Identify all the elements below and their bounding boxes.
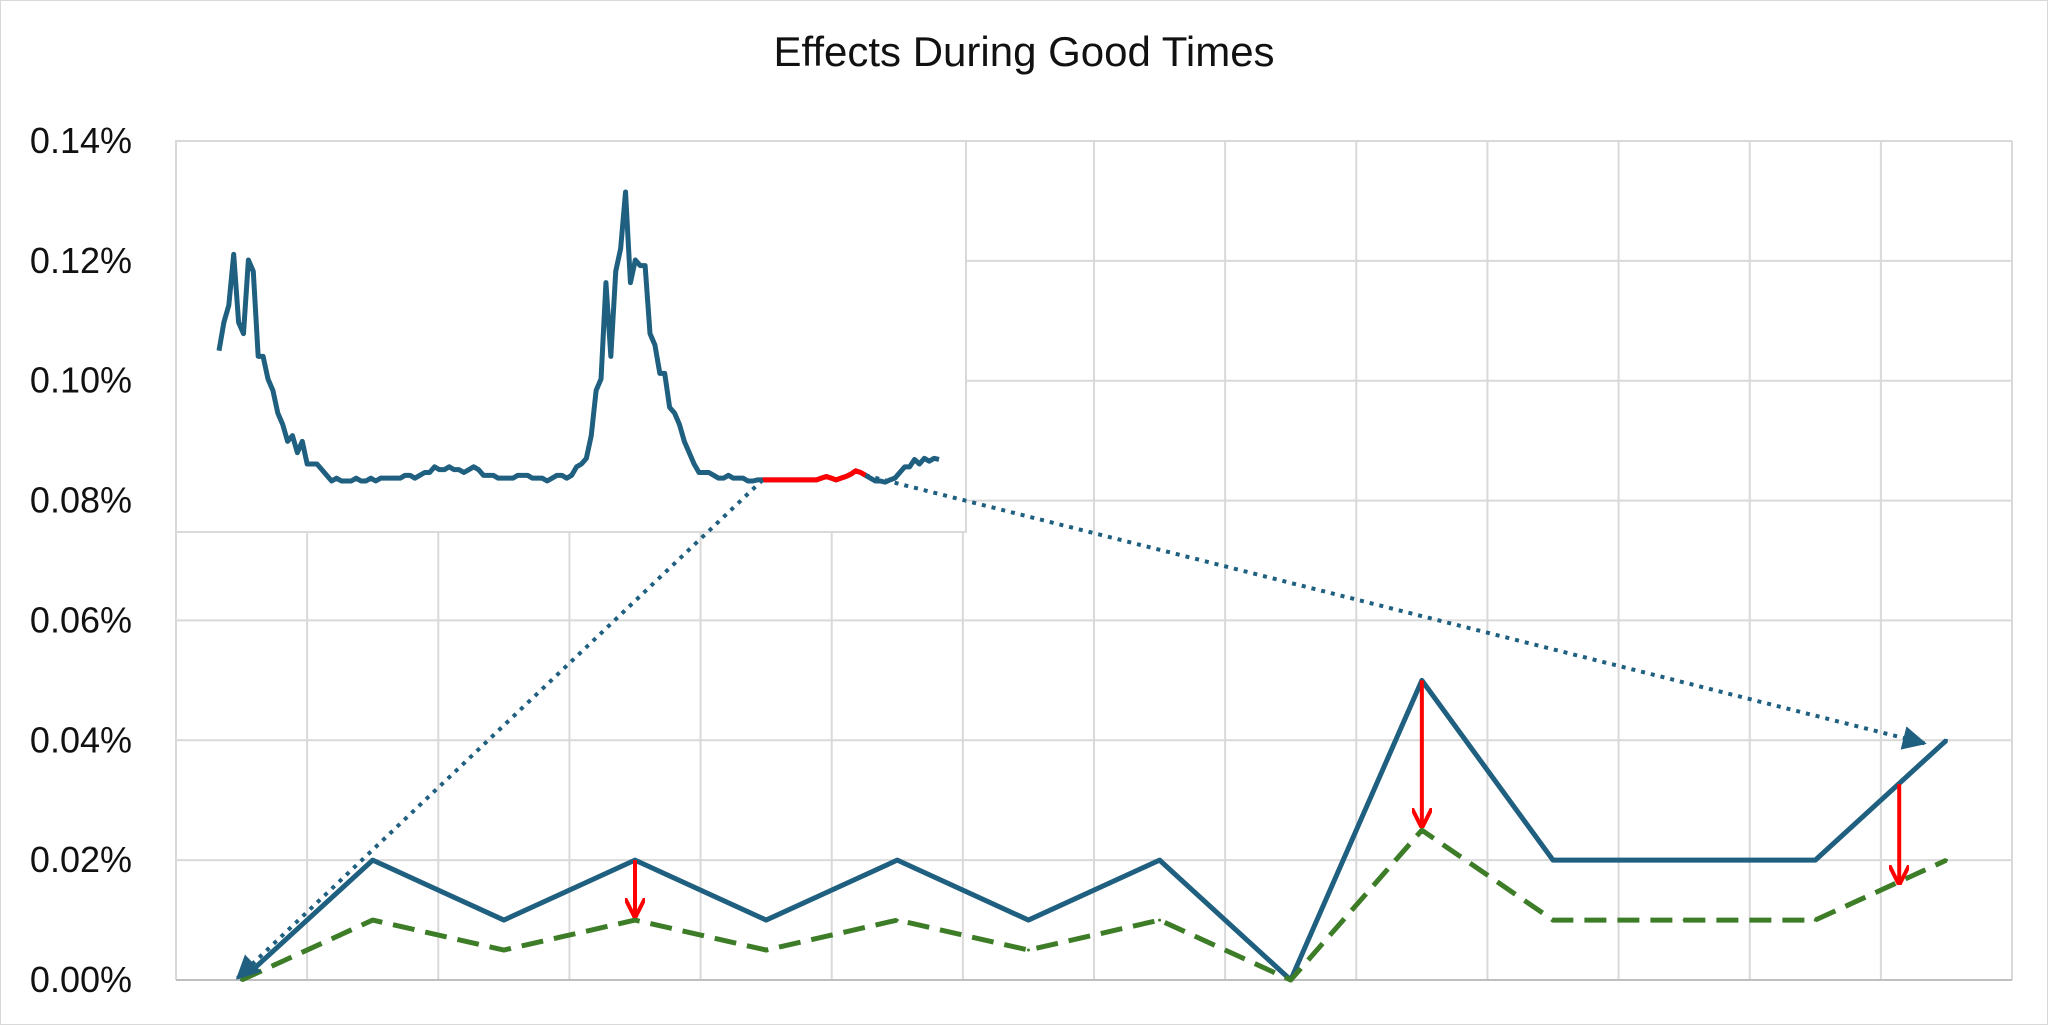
solid-series-point	[1682, 858, 1686, 862]
dashed-series-point	[240, 978, 244, 982]
solid-series-point	[1813, 858, 1817, 862]
y-tick-label: 0.12%	[30, 240, 132, 281]
solid-series-point	[764, 918, 768, 922]
y-tick-label: 0.10%	[30, 360, 132, 401]
solid-series-point	[371, 858, 375, 862]
solid-series-point	[1551, 858, 1555, 862]
inset-chart	[175, 140, 967, 533]
y-tick-label: 0.04%	[30, 719, 132, 760]
solid-series-point	[1158, 858, 1162, 862]
solid-series-point	[1026, 918, 1030, 922]
dashed-series-line	[240, 827, 1948, 983]
dashed-series-point	[371, 918, 375, 922]
y-tick-label: 0.00%	[30, 959, 132, 1000]
y-tick-label: 0.02%	[30, 839, 132, 880]
series-layer	[239, 677, 1949, 983]
dashed-series-point	[633, 918, 637, 922]
annotation-layer	[235, 473, 1927, 980]
y-tick-label: 0.08%	[30, 480, 132, 521]
dashed-series-point	[1289, 978, 1293, 982]
dashed-series-point	[764, 948, 768, 952]
chart-title: Effects During Good Times	[773, 28, 1275, 75]
dashed-series-point	[1026, 948, 1030, 952]
dashed-series-point	[502, 948, 506, 952]
dashed-series-point	[1682, 918, 1686, 922]
solid-series-point	[895, 858, 899, 862]
dashed-series-point	[1944, 858, 1948, 862]
dashed-series-point	[1813, 918, 1817, 922]
dashed-series-point	[1551, 918, 1555, 922]
inset-panel	[175, 140, 967, 533]
dashed-series-point	[1420, 828, 1424, 832]
zoom-connector-start	[235, 478, 765, 980]
dashed-series-point	[1158, 918, 1162, 922]
solid-series-line	[239, 677, 1949, 983]
dashed-series-point	[895, 918, 899, 922]
y-tick-label: 0.06%	[30, 599, 132, 640]
y-tick-label: 0.14%	[30, 120, 132, 161]
zoom-connector-end	[865, 473, 1927, 750]
solid-series-point	[1944, 738, 1948, 742]
y-axis-ticks: 0.00% 0.02% 0.04% 0.06% 0.08% 0.10% 0.12% 0.14%	[30, 120, 132, 1000]
solid-series-point	[502, 918, 506, 922]
inset-highlight-segment	[762, 468, 867, 483]
